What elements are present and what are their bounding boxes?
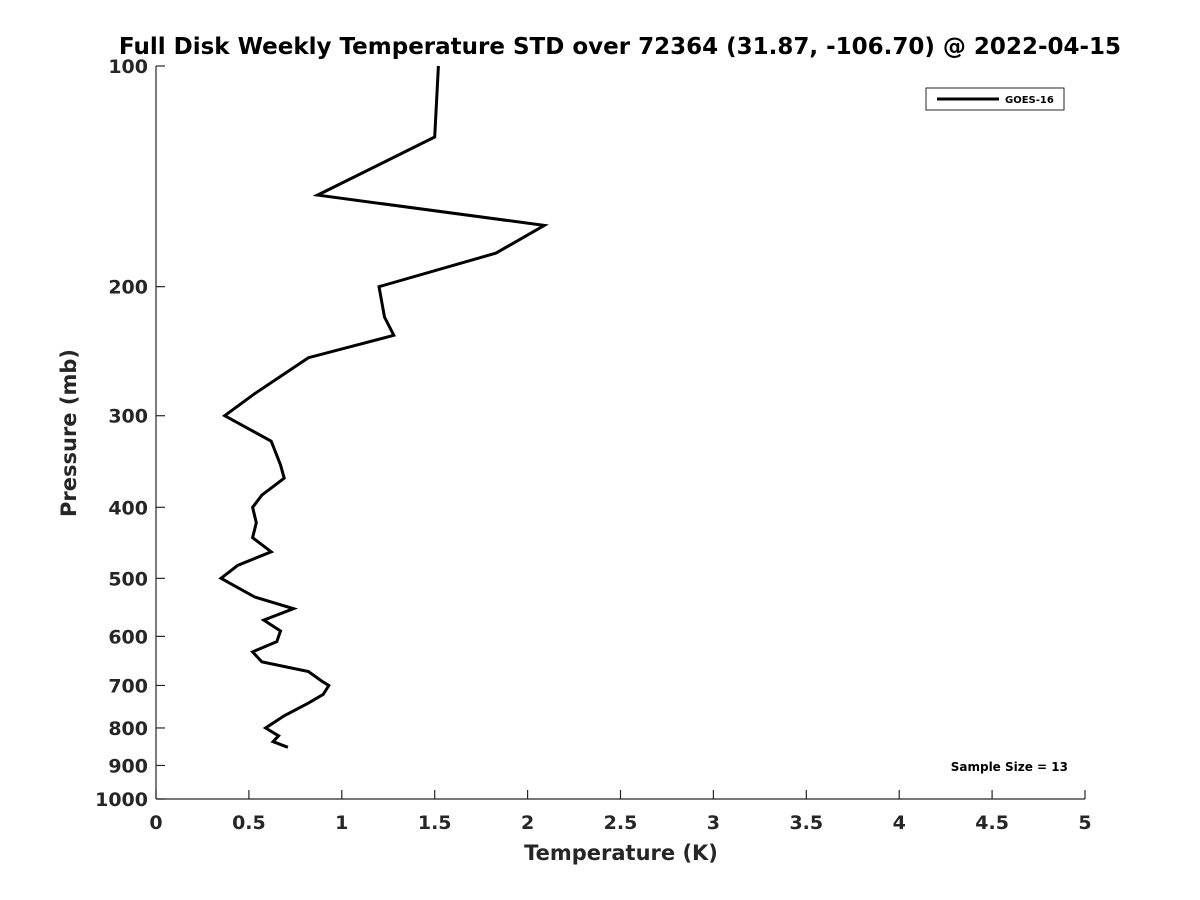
x-tick-label: 1.5 bbox=[418, 812, 452, 834]
x-tick-label: 3 bbox=[707, 812, 720, 834]
x-tick-label: 4 bbox=[893, 812, 906, 834]
chart-title: Full Disk Weekly Temperature STD over 72… bbox=[119, 34, 1121, 60]
x-tick-label: 2.5 bbox=[604, 812, 638, 834]
y-tick-label: 600 bbox=[108, 626, 148, 648]
y-tick-label: 900 bbox=[108, 755, 148, 777]
x-tick-label: 0.5 bbox=[232, 812, 266, 834]
y-tick-label: 300 bbox=[108, 406, 148, 428]
x-tick-label: 2 bbox=[521, 812, 534, 834]
y-tick-label: 800 bbox=[108, 718, 148, 740]
x-axis-label: Temperature (K) bbox=[524, 841, 718, 865]
x-tick-label: 3.5 bbox=[789, 812, 823, 834]
y-tick-label: 500 bbox=[108, 568, 148, 590]
y-tick-label: 1000 bbox=[95, 789, 148, 811]
series-layer bbox=[218, 65, 549, 749]
series-line-goes-16 bbox=[218, 65, 549, 749]
y-tick-label: 100 bbox=[108, 56, 148, 78]
sample-size-annotation: Sample Size = 13 bbox=[951, 760, 1068, 774]
y-tick-label: 700 bbox=[108, 675, 148, 697]
y-axis: 100 200 300 400 500 600 700 800 900 1000 bbox=[95, 56, 165, 811]
x-axis: 0 0.5 1 1.5 2 2.5 3 3.5 4 4.5 5 bbox=[149, 790, 1092, 834]
y-axis-label: Pressure (mb) bbox=[57, 349, 81, 517]
x-tick-label: 5 bbox=[1078, 812, 1091, 834]
legend-label-goes-16: GOES-16 bbox=[1005, 95, 1054, 106]
plot-area bbox=[155, 66, 1085, 800]
y-tick-label: 200 bbox=[108, 277, 148, 299]
x-tick-label: 4.5 bbox=[975, 812, 1009, 834]
legend: GOES-16 bbox=[925, 87, 1065, 111]
x-tick-label: 1 bbox=[335, 812, 348, 834]
x-tick-label: 0 bbox=[149, 812, 162, 834]
y-tick-label: 400 bbox=[108, 497, 148, 519]
